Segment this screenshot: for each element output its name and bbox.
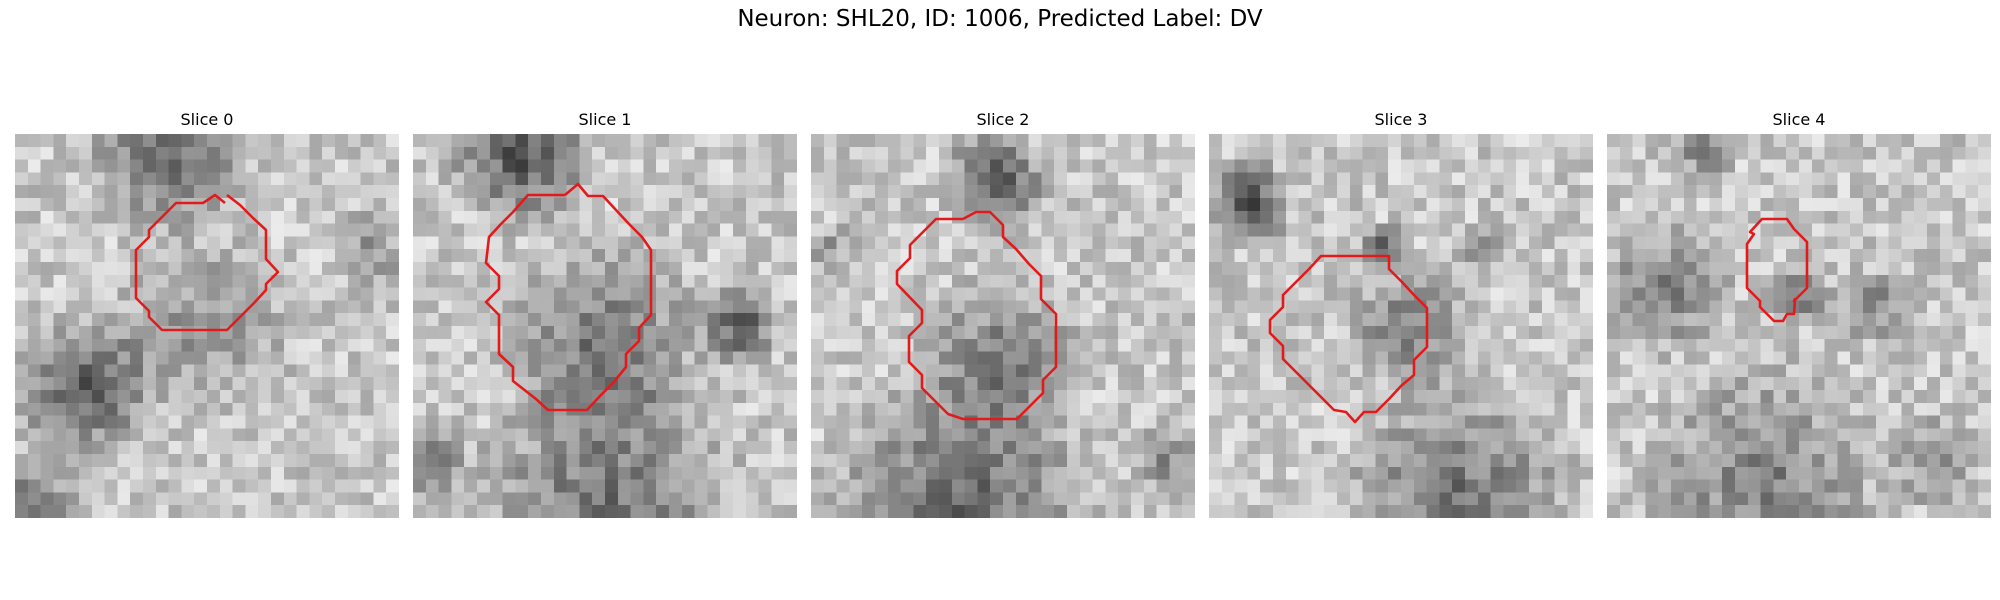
slice-image [811,134,1195,518]
slice-panel-2: Slice 2 [811,108,1195,518]
slice-panel-1: Slice 1 [413,108,797,518]
segmentation-contour [1745,217,1809,323]
contour-line [134,193,280,332]
slice-panel-3: Slice 3 [1209,108,1593,518]
slice-image [15,134,399,518]
figure-title: Neuron: SHL20, ID: 1006, Predicted Label… [737,6,1263,32]
slice-title: Slice 3 [1374,110,1428,129]
contour-line [484,182,653,412]
segmentation-contour [484,182,653,412]
segmentation-contour [895,210,1058,421]
slice-title: Slice 4 [1772,110,1826,129]
contour-line [1268,254,1429,424]
segmentation-contour [1268,254,1429,424]
slice-image [1209,134,1593,518]
slice-title: Slice 1 [578,110,632,129]
slice-title: Slice 2 [976,110,1030,129]
slice-title: Slice 0 [180,110,234,129]
slice-image [1607,134,1991,518]
contour-line [895,210,1058,421]
contour-line [1745,217,1809,323]
slice-panel-4: Slice 4 [1607,108,1991,518]
segmentation-contour [134,193,280,332]
slice-panel-0: Slice 0 [15,108,399,518]
